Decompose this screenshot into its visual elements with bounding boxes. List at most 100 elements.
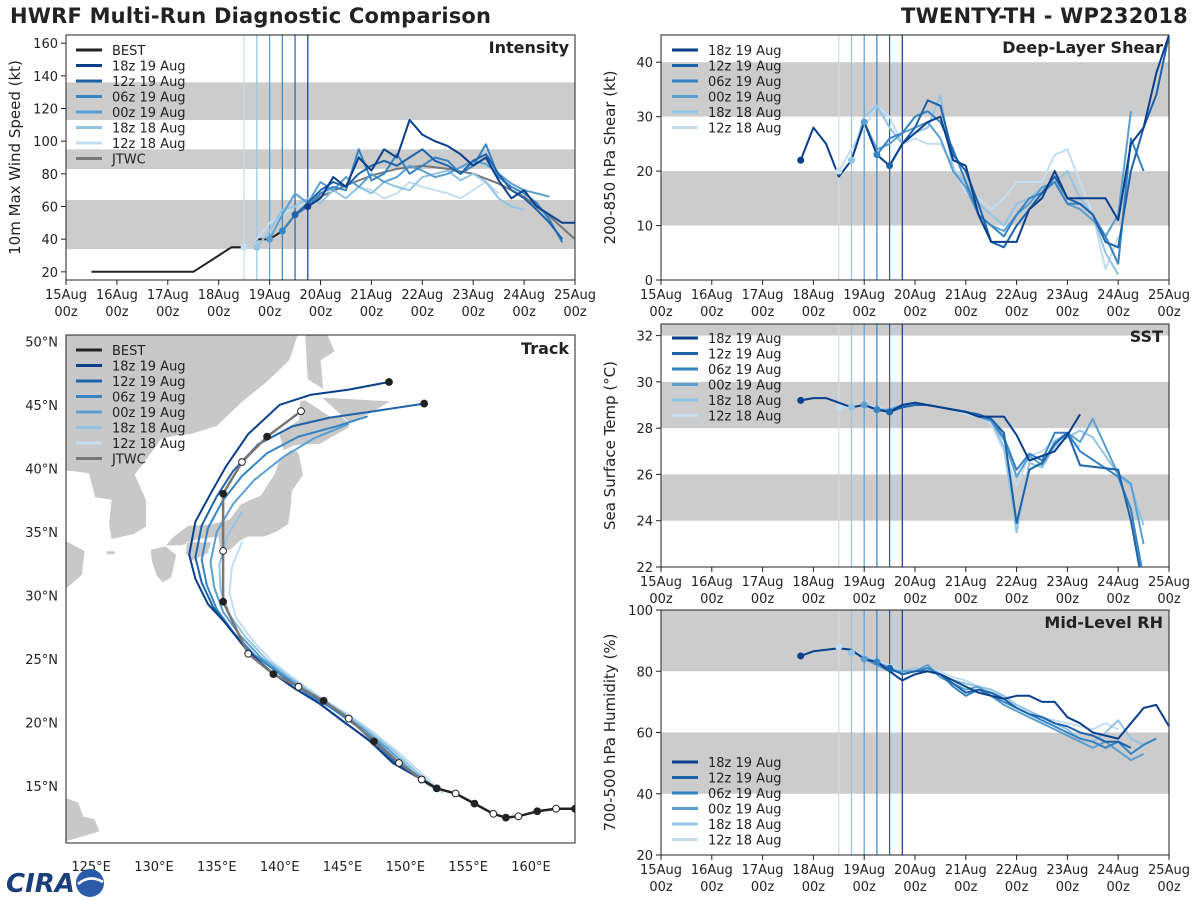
intensity-legend-label-jtwc: JTWC bbox=[111, 153, 146, 168]
shear-xtick-day: 20Aug bbox=[894, 288, 936, 303]
okinawa-land bbox=[125, 634, 133, 646]
sst-xtick-hour: 00z bbox=[853, 592, 877, 607]
shear-xtick-day: 18Aug bbox=[792, 288, 834, 303]
rh-xtick-hour: 00z bbox=[700, 880, 724, 895]
rh-init-dot-18z-18-aug bbox=[848, 649, 855, 657]
intensity-lines bbox=[91, 118, 575, 273]
sst-xtick-day: 16Aug bbox=[691, 575, 733, 590]
intensity-init-dot-12z-18-aug bbox=[240, 243, 248, 251]
sst-xtick-day: 20Aug bbox=[894, 575, 936, 590]
track-best-line bbox=[421, 778, 575, 819]
honshu-land bbox=[164, 448, 304, 552]
track-end-dot-18z-19-aug bbox=[385, 378, 393, 386]
rh-xtick-hour: 00z bbox=[853, 880, 877, 895]
intensity-ytick-label: 20 bbox=[41, 266, 58, 281]
sst-xtick-hour: 00z bbox=[1157, 592, 1181, 607]
rh-xtick-day: 17Aug bbox=[742, 863, 784, 878]
track-jtwc-dot bbox=[370, 737, 378, 746]
track-jtwc-dot bbox=[263, 432, 271, 441]
sst-xtick-hour: 00z bbox=[954, 592, 978, 607]
shear-legend-label-00z-19-aug: 00z 19 Aug bbox=[708, 91, 782, 106]
sst-xtick-day: 17Aug bbox=[742, 575, 784, 590]
sst-ytick-label: 26 bbox=[636, 468, 653, 483]
rh-init-dot-12z-18-aug bbox=[835, 643, 843, 651]
shear-legend-label-12z-19-aug: 12z 19 Aug bbox=[708, 60, 782, 75]
intensity-series-00z-19-aug bbox=[268, 159, 550, 240]
sst-xtick-hour: 00z bbox=[1005, 592, 1029, 607]
shear-xtick-hour: 00z bbox=[1005, 305, 1029, 320]
sst-series-18z-19-aug bbox=[800, 397, 1081, 462]
sst-lines bbox=[797, 396, 1145, 567]
logo-text: CIRA bbox=[6, 869, 75, 898]
rh-legend-label-18z-19-aug: 18z 19 Aug bbox=[708, 756, 782, 771]
intensity-legend-label-18z-18-aug: 18z 18 Aug bbox=[112, 122, 186, 137]
intensity-xtick-hour: 00z bbox=[309, 305, 333, 320]
sst-xtick-day: 18Aug bbox=[792, 575, 834, 590]
track-best-dot bbox=[514, 812, 523, 821]
shear-init-dot-12z-18-aug bbox=[835, 167, 843, 175]
track-end-dot-12z-19-aug bbox=[420, 399, 429, 408]
intensity-init-dot-18z-19-aug bbox=[304, 203, 312, 210]
shear-xtick-hour: 00z bbox=[1107, 305, 1131, 320]
track-jtwc-dot bbox=[238, 458, 246, 466]
map-layer bbox=[66, 335, 393, 843]
shear-series-18z-19-aug bbox=[799, 35, 1169, 243]
rh-ytick-label: 80 bbox=[636, 665, 653, 680]
rh-xtick-day: 20Aug bbox=[894, 863, 936, 878]
shear-init-dot-18z-18-aug bbox=[848, 156, 855, 164]
shear-xtick-hour: 00z bbox=[700, 305, 724, 320]
sst-xtick-hour: 00z bbox=[649, 592, 673, 607]
sst-xtick-hour: 00z bbox=[700, 592, 724, 607]
rh-xtick-day: 16Aug bbox=[691, 863, 733, 878]
rh-lines bbox=[797, 643, 1169, 762]
track-legend-label-best: BEST bbox=[112, 344, 145, 359]
track-jtwc-dot bbox=[395, 759, 403, 767]
intensity-xtick-day: 16Aug bbox=[96, 288, 138, 303]
intensity-band-2 bbox=[66, 82, 575, 120]
shear-xtick-hour: 00z bbox=[954, 305, 978, 320]
shear-xtick-day: 17Aug bbox=[742, 288, 784, 303]
track-xtick-label: 160°E bbox=[511, 860, 551, 875]
track-legend-label-18z-18-aug: 18z 18 Aug bbox=[112, 422, 186, 437]
track-jtwc-dot bbox=[244, 649, 253, 658]
intensity-xtick-hour: 00z bbox=[462, 305, 486, 320]
track-jtwc-line bbox=[221, 410, 423, 781]
sst-legend-label-06z-19-aug: 06z 19 Aug bbox=[708, 363, 782, 378]
rh-xtick-hour: 00z bbox=[1107, 880, 1131, 895]
rh-xtick-day: 24Aug bbox=[1097, 863, 1139, 878]
track-jtwc-dot bbox=[319, 696, 328, 705]
shear-xtick-hour: 00z bbox=[1056, 305, 1080, 320]
rh-xtick-day: 21Aug bbox=[945, 863, 987, 878]
track-xtick-label: 125°E bbox=[71, 860, 111, 875]
shear-band-1 bbox=[661, 62, 1169, 117]
track-best-dot bbox=[552, 804, 561, 813]
shear-xtick-hour: 00z bbox=[903, 305, 927, 320]
shear-legend-label-12z-18-aug: 12z 18 Aug bbox=[708, 122, 782, 137]
sst-xtick-day: 21Aug bbox=[945, 575, 987, 590]
intensity-band-0 bbox=[66, 199, 575, 249]
sst-ytick-label: 28 bbox=[636, 422, 653, 437]
sst-ytick-label: 30 bbox=[636, 376, 653, 391]
sst-init-dot-18z-18-aug bbox=[848, 403, 855, 411]
intensity-xtick-day: 22Aug bbox=[401, 288, 443, 303]
sst-band-2 bbox=[661, 324, 1169, 336]
track-best-dot bbox=[417, 775, 426, 784]
shear-xtick-hour: 00z bbox=[649, 305, 673, 320]
rh-init-dot-12z-19-aug bbox=[886, 664, 894, 672]
rh-xtick-hour: 00z bbox=[1157, 880, 1181, 895]
sst-xtick-day: 15Aug bbox=[640, 575, 682, 590]
track-jtwc-dot bbox=[297, 407, 305, 416]
sst-init-dot-18z-19-aug bbox=[797, 396, 805, 404]
shear-title: Deep-Layer Shear bbox=[1002, 38, 1163, 57]
track-best-dot bbox=[501, 813, 510, 822]
rh-ytick-label: 60 bbox=[636, 727, 653, 742]
intensity-xtick-day: 20Aug bbox=[300, 288, 342, 303]
track-legend-label-jtwc: JTWC bbox=[111, 453, 146, 468]
track-frame bbox=[65, 334, 576, 844]
sst-xtick-hour: 00z bbox=[802, 592, 826, 607]
china-coast-land bbox=[66, 540, 86, 590]
track-best-dot bbox=[432, 784, 441, 793]
intensity-xtick-day: 23Aug bbox=[452, 288, 494, 303]
rh-legend-label-00z-19-aug: 00z 19 Aug bbox=[708, 803, 782, 818]
